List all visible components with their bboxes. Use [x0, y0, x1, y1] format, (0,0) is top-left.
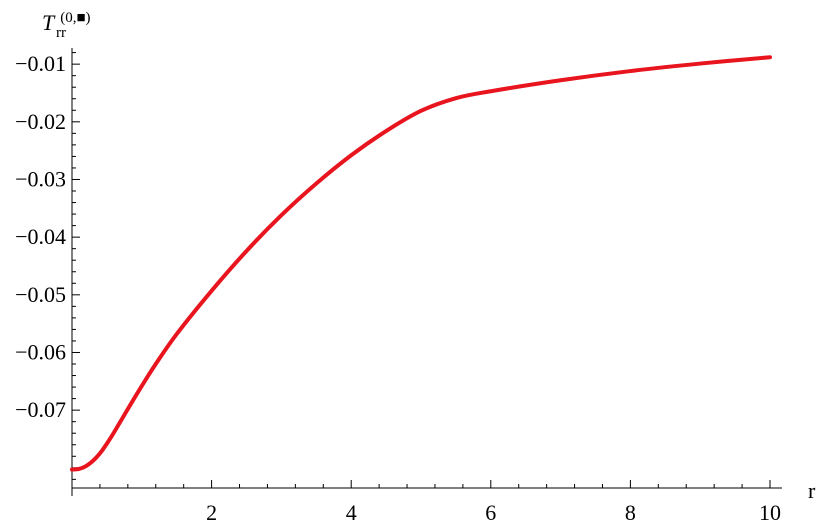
x-tick-label: 4 — [346, 500, 357, 525]
axes — [71, 48, 782, 496]
x-tick-label: 10 — [759, 500, 781, 525]
x-tick-label: 8 — [625, 500, 636, 525]
series-line — [70, 55, 772, 472]
y-axis-title-main: T — [42, 10, 56, 35]
y-tick-label: −0.06 — [15, 339, 66, 364]
x-tick-label: 2 — [206, 500, 217, 525]
y-axis-title-superscript: (0,■) — [60, 10, 90, 26]
x-axis-title: r — [808, 478, 816, 503]
plot-series — [70, 55, 772, 472]
y-tick-label: −0.07 — [15, 397, 66, 422]
y-tick-label: −0.04 — [15, 224, 66, 249]
x-ticks: 2 4 6 8 10 — [99, 480, 781, 525]
y-tick-label: −0.02 — [15, 109, 66, 134]
y-axis-title: T (0,■) rr — [42, 9, 95, 41]
y-tick-label: −0.05 — [15, 282, 66, 307]
y-tick-label: −0.03 — [15, 166, 66, 191]
x-tick-label: 6 — [485, 500, 496, 525]
y-ticks: −0.07 −0.06 −0.05 −0.04 −0.03 −0.02 −0.01 — [15, 51, 80, 480]
y-axis-title-subscript: rr — [56, 25, 66, 41]
y-tick-label: −0.01 — [15, 51, 66, 76]
